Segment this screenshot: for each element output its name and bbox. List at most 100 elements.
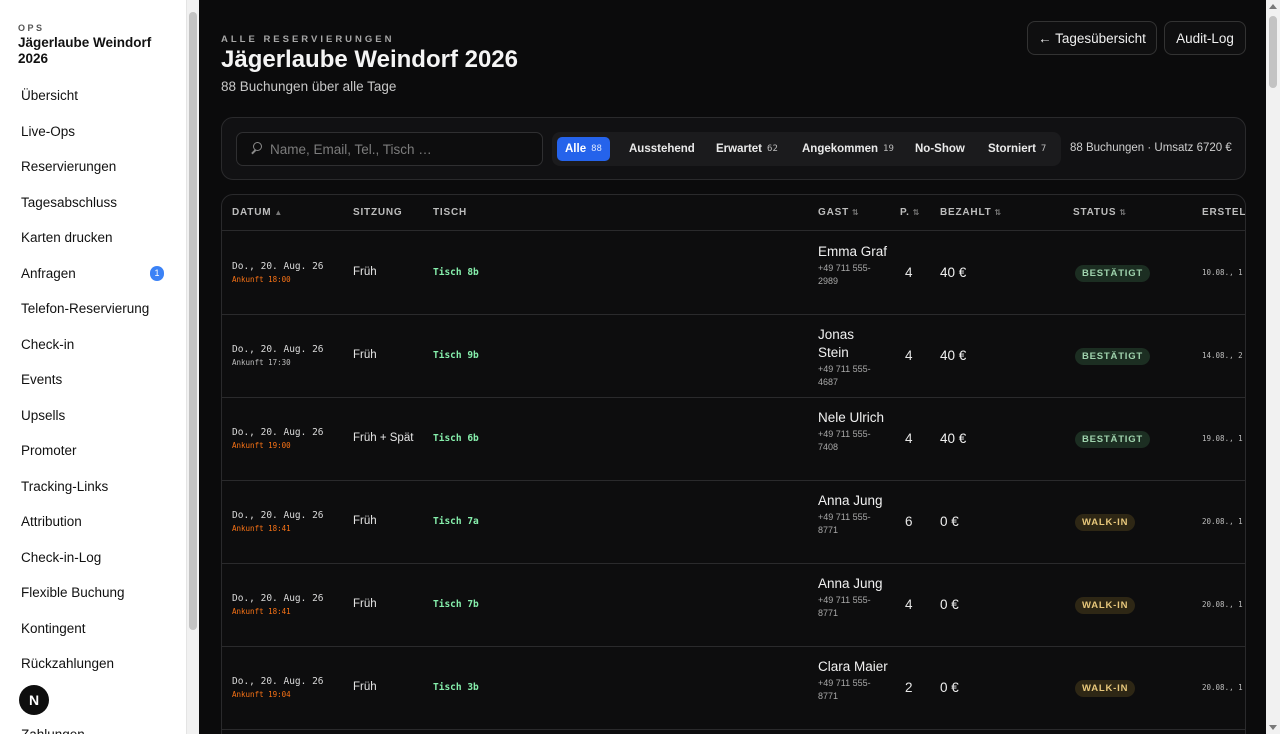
next-dev-badge-button[interactable]: N (19, 685, 49, 715)
sidebar-item[interactable]: Reservierungen (0, 149, 186, 185)
session-cell: Früh (353, 266, 377, 278)
table-row[interactable]: Do., 20. Aug. 26 Ankunft 18:00 Früh Tisch 8… (222, 232, 1245, 315)
status-badge: WALK-IN (1075, 680, 1136, 697)
guest-name: Nele Ulrich (818, 410, 885, 425)
table-cell[interactable]: Tisch 6b (433, 433, 479, 444)
filter-tab[interactable]: Alle 88 (557, 137, 610, 161)
filter-tab[interactable]: Storniert 7 (980, 137, 1054, 161)
table-cell[interactable]: Tisch 3b (433, 682, 479, 693)
guest-phone: +49 711 555-2989 (818, 263, 871, 286)
table-row[interactable]: Do., 20. Aug. 26 Ankunft 19:00 Früh + Spät… (222, 398, 1245, 481)
created-at: 10.08., 1 (1202, 268, 1243, 277)
guest-cell: Anna Jung +49 711 555-8771 (818, 492, 888, 537)
audit-log-button[interactable]: Audit-Log (1164, 21, 1246, 55)
sidebar-item-label: Check-in-Log (21, 549, 102, 565)
reservation-date: Do., 20. Aug. 26 (232, 344, 324, 355)
sidebar-item[interactable]: Tracking-Links (0, 469, 186, 505)
created-at: 14.08., 2 (1202, 351, 1243, 360)
filter-tab-label: Alle (565, 143, 587, 155)
filter-tab-label: No-Show (915, 143, 965, 155)
page-subtitle: 88 Buchungen über alle Tage (221, 79, 397, 94)
page-scrollbar-thumb[interactable] (1269, 16, 1277, 88)
paid-amount: 40 € (940, 265, 967, 280)
search-icon (249, 141, 265, 157)
table-cell[interactable]: Tisch 7a (433, 516, 479, 527)
sidebar-item[interactable]: Promoter (0, 433, 186, 469)
status-badge: BESTÄTIGT (1075, 348, 1151, 365)
column-header-status[interactable]: STATUS ⇅ (1073, 207, 1127, 218)
filter-tab[interactable]: Ausstehend (621, 137, 703, 161)
table-row[interactable]: Do., 20. Aug. 26 Ankunft 18:41 Früh Tisch 7… (222, 564, 1245, 647)
filter-tab[interactable]: Erwartet 62 (708, 137, 786, 161)
filter-tab-label: Erwartet (716, 143, 763, 155)
table-cell[interactable]: Tisch 9b (433, 350, 479, 361)
sidebar-item-label: Karten drucken (21, 230, 113, 246)
sort-icon: ⇅ (994, 208, 1002, 217)
sidebar-item-label: Übersicht (21, 88, 79, 104)
session-cell: Früh + Spät (353, 432, 414, 444)
sidebar-item[interactable]: Live-Ops (0, 114, 186, 150)
sidebar-item[interactable]: Zahlungen (0, 717, 186, 734)
reservation-date: Do., 20. Aug. 26 (232, 261, 324, 272)
sidebar-venue-title: Jägerlaube Weindorf 2026 (18, 35, 152, 66)
sidebar-nav: Übersicht Live-Ops Reservierungen Tagesabsc… (0, 78, 186, 734)
sidebar-item[interactable]: Events (0, 362, 186, 398)
paid-amount: 0 € (940, 680, 959, 695)
sidebar-scrollbar[interactable] (186, 0, 199, 734)
scroll-up-arrow-icon[interactable] (1269, 4, 1277, 9)
sidebar-item[interactable]: Attribution (0, 504, 186, 540)
guest-name: Anna Jung (818, 576, 883, 591)
scroll-down-arrow-icon[interactable] (1269, 725, 1277, 730)
column-header-datum[interactable]: DATUM ▲ (232, 207, 283, 218)
guest-phone: +49 711 555-8771 (818, 512, 871, 535)
guest-cell: Anna Jung +49 711 555-8771 (818, 575, 888, 620)
table-row[interactable]: Do., 20. Aug. 26 Ankunft 19:04 Früh Tisch 3… (222, 647, 1245, 730)
table-cell[interactable]: Tisch 8b (433, 267, 479, 278)
sidebar-item[interactable]: Tagesabschluss (0, 185, 186, 221)
sidebar-item[interactable]: Telefon-Reservierung (0, 291, 186, 327)
sidebar-item[interactable]: Übersicht (0, 78, 186, 114)
guest-name: Anna Jung (818, 493, 883, 508)
sidebar-item[interactable]: Kontingent (0, 611, 186, 647)
guest-phone: +49 711 555-8771 (818, 595, 871, 618)
filter-tab[interactable]: No-Show (907, 137, 973, 161)
created-at: 20.08., 1 (1202, 517, 1243, 526)
party-size: 6 (905, 514, 913, 529)
sidebar-item[interactable]: Upsells (0, 398, 186, 434)
sidebar-item-label: Rückzahlungen (21, 656, 115, 672)
filter-tab-count: 19 (883, 144, 894, 154)
column-header-bezahlt[interactable]: BEZAHLT ⇅ (940, 207, 1002, 218)
guest-name: Jonas Stein (818, 327, 855, 360)
column-header-personen[interactable]: P. ⇅ (900, 207, 920, 218)
sidebar-item-label: Anfragen (21, 265, 76, 281)
sidebar-item-label: Attribution (21, 514, 82, 530)
booking-summary: 88 Buchungen · Umsatz 6720 € (1070, 142, 1232, 154)
sidebar-item[interactable]: Rückzahlungen (0, 646, 186, 682)
guest-cell: Nele Ulrich +49 711 555-7408 (818, 409, 888, 454)
arrival-time: Ankunft 19:04 (232, 690, 291, 699)
table-row[interactable]: Do., 20. Aug. 26 Ankunft 18:41 Früh Tisch 7… (222, 481, 1245, 564)
column-header-erstellt[interactable]: ERSTELL (1202, 207, 1246, 218)
party-size: 4 (905, 431, 913, 446)
page-title: Jägerlaube Weindorf 2026 (221, 46, 518, 73)
sidebar-scrollbar-thumb[interactable] (189, 12, 197, 630)
filter-tab[interactable]: Angekommen 19 (794, 137, 902, 161)
guest-cell: Jonas Stein +49 711 555-4687 (818, 326, 888, 389)
search-box[interactable] (236, 132, 543, 166)
party-size: 4 (905, 265, 913, 280)
column-header-gast[interactable]: GAST ⇅ (818, 207, 859, 218)
session-cell: Früh (353, 349, 377, 361)
search-input[interactable] (270, 141, 530, 157)
table-header: DATUM ▲ SITZUNG TISCH GAST ⇅ P. ⇅ BEZAHLT ⇅ … (222, 195, 1245, 231)
column-header-sitzung: SITZUNG (353, 207, 403, 218)
sidebar-item[interactable]: Karten drucken (0, 220, 186, 256)
page-scrollbar[interactable] (1266, 0, 1280, 734)
table-row[interactable]: Do., 20. Aug. 26 Ankunft 17:30 Früh Tisch 9… (222, 315, 1245, 398)
sidebar-item[interactable]: Flexible Buchung (0, 575, 186, 611)
sidebar-item[interactable]: Check-in (0, 327, 186, 363)
sidebar-item[interactable]: Check-in-Log (0, 540, 186, 576)
sidebar-item[interactable]: Anfragen 1 (0, 256, 186, 292)
table-cell[interactable]: Tisch 7b (433, 599, 479, 610)
party-size: 2 (905, 680, 913, 695)
day-overview-button[interactable]: ← Tagesübersicht (1027, 21, 1157, 55)
